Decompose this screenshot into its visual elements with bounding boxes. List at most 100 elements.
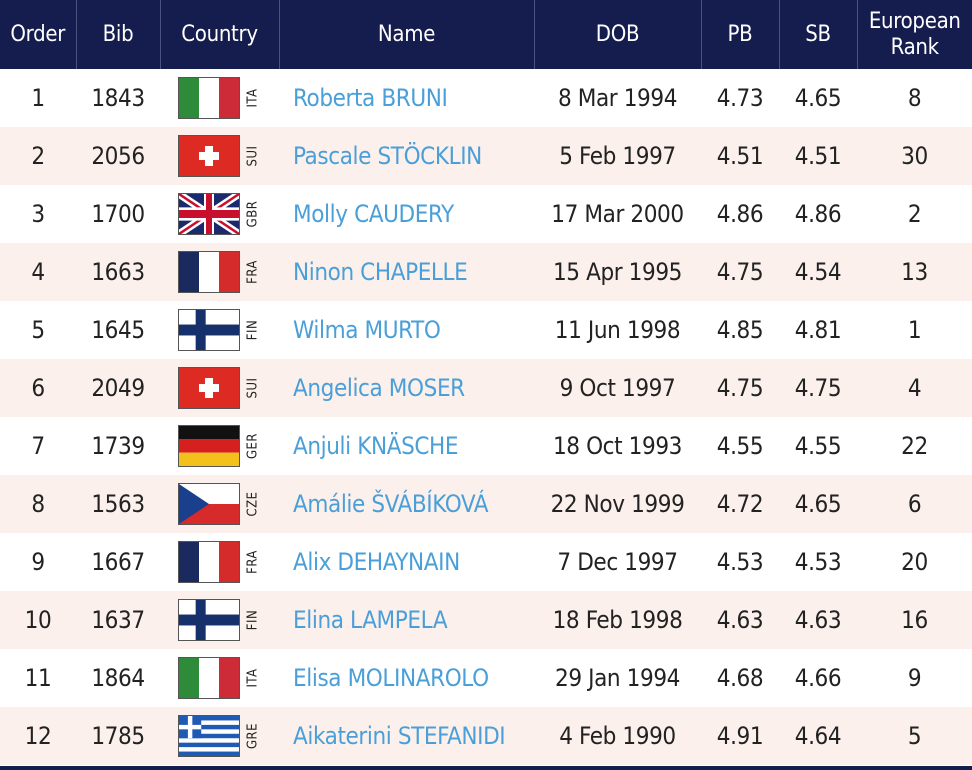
- header-dob: DOB: [534, 0, 702, 69]
- cell-sb: 4.75: [794, 374, 842, 402]
- cell-bib: 1563: [91, 490, 145, 518]
- athlete-name-link[interactable]: Elina LAMPELA: [293, 606, 448, 634]
- cell-european-rank: 6: [907, 490, 922, 518]
- cell-bib: 1700: [91, 200, 145, 228]
- flag-ita-icon: [178, 77, 240, 119]
- table-row: 1 1843 ITA Roberta BRUNI 8 Mar 1994 4.73…: [0, 69, 972, 127]
- cell-european-rank: 5: [907, 722, 922, 750]
- cell-order: 5: [31, 316, 45, 344]
- cell-pb: 4.85: [716, 316, 764, 344]
- cell-european-rank: 30: [901, 142, 928, 170]
- athlete-name-link[interactable]: Amálie ŠVÁBÍKOVÁ: [293, 490, 489, 518]
- table-row: 7 1739 GER Anjuli KNÄSCHE 18 Oct 1993 4.…: [0, 417, 972, 475]
- cell-european-rank: 13: [901, 258, 928, 286]
- cell-european-rank: 20: [901, 548, 928, 576]
- athlete-name-link[interactable]: Angelica MOSER: [293, 374, 465, 402]
- athlete-name-link[interactable]: Alix DEHAYNAIN: [293, 548, 460, 576]
- cell-order: 9: [31, 548, 45, 576]
- cell-european-rank: 1: [907, 316, 922, 344]
- athlete-name-link[interactable]: Elisa MOLINAROLO: [293, 664, 489, 692]
- cell-dob: 22 Nov 1999: [550, 490, 685, 518]
- athlete-name-link[interactable]: Roberta BRUNI: [293, 84, 448, 112]
- cell-bib: 2056: [91, 142, 145, 170]
- cell-country: SUI: [160, 359, 279, 417]
- flag-sui-icon: [178, 367, 240, 409]
- cell-order: 3: [31, 200, 45, 228]
- cell-dob: 5 Feb 1997: [559, 142, 676, 170]
- cell-order: 1: [31, 84, 45, 112]
- cell-sb: 4.81: [794, 316, 842, 344]
- cell-sb: 4.63: [794, 606, 842, 634]
- cell-country: ITA: [160, 69, 279, 127]
- athlete-name-link[interactable]: Aikaterini STEFANIDI: [293, 722, 506, 750]
- cell-sb: 4.86: [794, 200, 842, 228]
- flag-ger-icon: [178, 425, 240, 467]
- country-code: ITA: [245, 668, 261, 688]
- cell-sb: 4.64: [794, 722, 842, 750]
- cell-dob: 18 Oct 1993: [552, 432, 683, 460]
- cell-order: 7: [31, 432, 45, 460]
- cell-country: FIN: [160, 301, 279, 359]
- cell-order: 10: [24, 606, 52, 634]
- flag-fin-icon: [178, 309, 240, 351]
- cell-pb: 4.91: [716, 722, 764, 750]
- flag-sui-icon: [178, 135, 240, 177]
- cell-pb: 4.55: [716, 432, 764, 460]
- table-body: 1 1843 ITA Roberta BRUNI 8 Mar 1994 4.73…: [0, 69, 972, 765]
- cell-country: CZE: [160, 475, 279, 533]
- country-code: ITA: [245, 88, 261, 108]
- athlete-name-link[interactable]: Molly CAUDERY: [293, 200, 454, 228]
- cell-sb: 4.54: [794, 258, 842, 286]
- country-code: SUI: [245, 377, 261, 399]
- cell-dob: 9 Oct 1997: [559, 374, 676, 402]
- flag-cze-icon: [178, 483, 240, 525]
- country-code: FIN: [245, 319, 261, 341]
- cell-country: FRA: [160, 243, 279, 301]
- header-country: Country: [160, 0, 280, 69]
- athlete-name-link[interactable]: Ninon CHAPELLE: [293, 258, 468, 286]
- cell-dob: 18 Feb 1998: [552, 606, 683, 634]
- header-european-rank: European Rank: [857, 0, 972, 69]
- cell-bib: 1864: [91, 664, 145, 692]
- cell-bib: 1663: [91, 258, 145, 286]
- cell-sb: 4.55: [794, 432, 842, 460]
- header-rank-line1: European: [868, 8, 961, 34]
- cell-order: 8: [31, 490, 45, 518]
- cell-dob: 7 Dec 1997: [557, 548, 678, 576]
- athlete-name-link[interactable]: Pascale STÖCKLIN: [293, 142, 482, 170]
- cell-order: 12: [24, 722, 52, 750]
- athlete-name-link[interactable]: Anjuli KNÄSCHE: [293, 432, 459, 460]
- cell-order: 11: [24, 664, 52, 692]
- header-pb: PB: [701, 0, 780, 69]
- cell-country: GBR: [160, 185, 279, 243]
- header-order: Order: [0, 0, 77, 69]
- cell-bib: 1637: [91, 606, 145, 634]
- cell-dob: 29 Jan 1994: [555, 664, 680, 692]
- table-row: 4 1663 FRA Ninon CHAPELLE 15 Apr 1995 4.…: [0, 243, 972, 301]
- country-code: GER: [245, 432, 261, 460]
- cell-dob: 15 Apr 1995: [552, 258, 683, 286]
- country-code: FRA: [245, 260, 261, 284]
- cell-pb: 4.53: [716, 548, 764, 576]
- table-header: Order Bib Country Name DOB PB SB Europea…: [0, 0, 972, 69]
- athlete-name-link[interactable]: Wilma MURTO: [293, 316, 441, 344]
- country-code: SUI: [245, 145, 261, 167]
- table-row: 5 1645 FIN Wilma MURTO 11 Jun 1998 4.85 …: [0, 301, 972, 359]
- country-code: GRE: [245, 722, 261, 750]
- flag-fra-icon: [178, 541, 240, 583]
- cell-country: FIN: [160, 591, 279, 649]
- cell-bib: 1667: [91, 548, 145, 576]
- cell-country: SUI: [160, 127, 279, 185]
- cell-european-rank: 2: [907, 200, 922, 228]
- cell-country: GRE: [160, 707, 279, 765]
- table-row: 3 1700 GBR Molly CAUDERY 17 Mar 2000 4.8…: [0, 185, 972, 243]
- cell-pb: 4.86: [716, 200, 764, 228]
- cell-order: 6: [31, 374, 45, 402]
- header-name: Name: [279, 0, 535, 69]
- cell-pb: 4.72: [716, 490, 764, 518]
- table-row: 12 1785 GRE Aikaterini STEFANIDI 4 Feb 1…: [0, 707, 972, 765]
- header-rank-line2: Rank: [890, 34, 940, 60]
- cell-country: FRA: [160, 533, 279, 591]
- table-row: 6 2049 SUI Angelica MOSER 9 Oct 1997 4.7…: [0, 359, 972, 417]
